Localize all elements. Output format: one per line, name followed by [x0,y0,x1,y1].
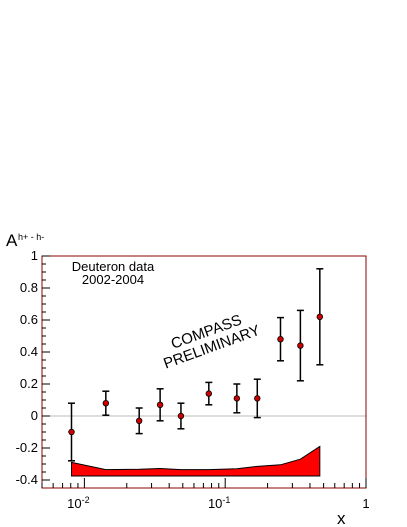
x-tick-label: 1 [362,496,369,511]
data-point [316,313,324,320]
data-point [254,395,261,402]
data-point [102,400,110,407]
preliminary-stamp: COMPASS PRELIMINARY [161,312,262,373]
y-axis-title: A h+ - h- [6,231,44,250]
y-tick-label: 0.8 [20,280,38,295]
data-point [68,428,75,436]
plot-frame [41,255,367,489]
x-tick-label: 10-2 [67,495,89,511]
systematic-band [71,445,321,477]
y-tick-label: 0.4 [20,344,38,359]
dataset-label-line1: Deuteron data [72,259,155,274]
x-axis: 10-2 10-1 1 [41,478,370,511]
x-tick-label: 10-1 [208,495,230,511]
x-axis-title: x [337,509,346,527]
data-points [68,268,324,462]
y-tick-label: 1 [31,248,38,263]
dataset-label-line2: 2002-2004 [82,272,144,287]
annotations: Deuteron data 2002-2004 COMPASS PRELIMIN… [72,259,263,372]
data-point [297,342,304,349]
y-axis-title-main: A [6,231,18,250]
data-point [135,417,143,424]
systematic-band-area [71,445,321,477]
data-point [277,336,284,343]
plot-frame-rect [41,255,367,489]
y-tick-label: 0.6 [20,312,38,327]
data-point [156,401,164,408]
data-point [205,390,213,397]
data-point [233,395,241,402]
y-tick-label: -0.4 [16,472,38,487]
y-tick-label: -0.2 [16,440,38,455]
y-tick-label: 0 [31,408,38,423]
y-tick-label: 0.2 [20,376,38,391]
y-axis: -0.4 -0.2 0 0.2 0.4 0.6 0.8 1 [16,248,50,487]
data-point [177,412,185,420]
y-axis-title-superscript: h+ - h- [18,232,44,242]
